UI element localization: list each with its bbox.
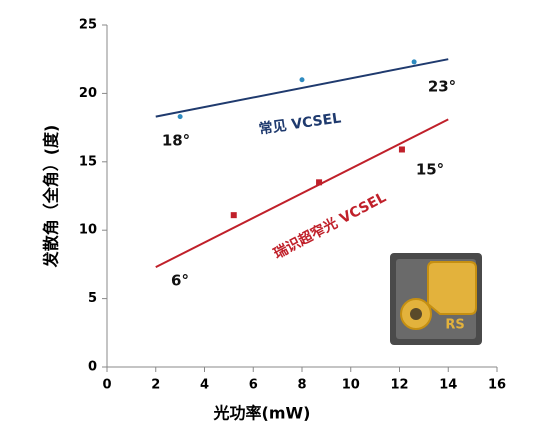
point: [177, 114, 183, 120]
point: [299, 77, 305, 83]
x-tick-label: 16: [488, 378, 506, 393]
annotation: 6°: [171, 272, 189, 290]
x-tick-label: 8: [297, 378, 306, 393]
x-tick-label: 2: [151, 378, 160, 393]
point: [316, 179, 323, 186]
inset-label: RS: [445, 318, 464, 333]
annotation: 18°: [162, 132, 190, 150]
inset-image: RS: [390, 253, 482, 345]
x-axis-label: 光功率(mW): [213, 404, 311, 423]
y-tick-label: 10: [79, 223, 97, 238]
trend-line: [155, 118, 449, 269]
point: [230, 212, 237, 219]
point: [411, 59, 417, 65]
point: [398, 146, 405, 153]
y-tick-label: 0: [88, 360, 97, 375]
annotation: 23°: [428, 78, 456, 96]
x-tick-label: 0: [102, 378, 111, 393]
annotation: 常见 VCSEL: [258, 109, 342, 137]
y-tick-label: 15: [79, 154, 97, 169]
y-tick-label: 20: [79, 86, 97, 101]
y-tick-label: 5: [88, 291, 97, 306]
x-tick-label: 14: [439, 378, 457, 393]
y-tick-label: 25: [79, 18, 97, 33]
annotation: 15°: [416, 161, 444, 179]
x-tick-label: 12: [390, 378, 408, 393]
x-tick-label: 6: [249, 378, 258, 393]
y-axis-label: 发散角（全角）(度): [42, 125, 61, 269]
x-tick-label: 10: [342, 378, 360, 393]
trend-line: [155, 58, 449, 118]
x-tick-label: 4: [200, 378, 209, 393]
